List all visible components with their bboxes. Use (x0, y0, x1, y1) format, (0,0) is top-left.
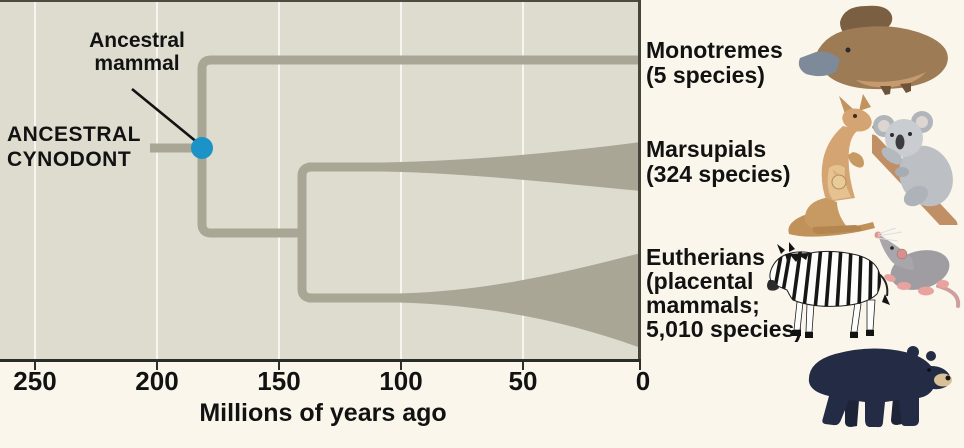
koala-icon (872, 111, 958, 225)
eutherians-line3: mammals; (646, 292, 760, 318)
gridline-250 (34, 2, 36, 359)
plot-top-border (0, 0, 641, 2)
eutherians-line4: 5,010 species) (646, 316, 803, 342)
branch-eutherians-funnel (308, 253, 641, 348)
ancestral-mammal-label: Ancestral mammal (52, 29, 222, 75)
branch-monotremes (197, 55, 641, 238)
plot-right-border (638, 0, 641, 362)
platypus-icon (798, 5, 948, 95)
ancestral-mammal-line2: mammal (94, 52, 180, 75)
tick-label-100: 100 (379, 366, 423, 396)
tick-label-150: 150 (257, 366, 301, 396)
monotremes-count: (5 species) (646, 62, 765, 88)
tick-0 (639, 362, 641, 370)
branch-marsupials-funnel (308, 142, 641, 191)
monotremes-label: Monotremes (5 species) (646, 38, 783, 88)
tick-label-50: 50 (508, 366, 538, 396)
kangaroo-icon (788, 94, 878, 237)
plot-area: Ancestral mammal ANCESTRAL CYNODONT (0, 0, 641, 362)
tick-label-0: 0 (635, 366, 651, 396)
gridline-150 (278, 2, 280, 359)
ancestral-mammal-node (191, 137, 213, 159)
tick-150 (278, 362, 280, 370)
ancestral-mammal-callout-line (131, 87, 199, 145)
marsupials-label: Marsupials (324 species) (646, 137, 790, 187)
gridline-50 (522, 2, 524, 359)
eutherians-label: Eutherians (placental mammals; 5,010 spe… (646, 245, 802, 341)
ancestral-cynodont-label: ANCESTRAL CYNODONT (7, 122, 141, 172)
tick-50 (522, 362, 524, 370)
eutherians-name: Eutherians (646, 244, 765, 270)
marsupials-name: Marsupials (646, 136, 767, 162)
tick-label-250: 250 (13, 366, 57, 396)
eutherians-line2: (placental (646, 268, 754, 294)
gridline-100 (400, 2, 402, 359)
tick-100 (400, 362, 402, 370)
tick-250 (34, 362, 36, 370)
gridline-200 (156, 2, 158, 359)
shrew-icon (874, 228, 961, 308)
black-bear-icon (808, 346, 952, 428)
monotremes-name: Monotremes (646, 37, 783, 63)
marsupials-count: (324 species) (646, 161, 791, 187)
ancestral-cynodont-line1: ANCESTRAL (7, 123, 141, 146)
zebra-icon (767, 242, 890, 338)
axis-title: Millions of years ago (199, 399, 447, 427)
tick-200 (156, 362, 158, 370)
tick-label-200: 200 (135, 366, 179, 396)
ancestral-cynodont-line2: CYNODONT (7, 148, 132, 171)
time-axis-line (0, 359, 641, 362)
branch-therian-vertical (297, 162, 313, 303)
phylogenetic-tree (131, 55, 641, 348)
ancestral-mammal-line1: Ancestral (89, 29, 185, 52)
